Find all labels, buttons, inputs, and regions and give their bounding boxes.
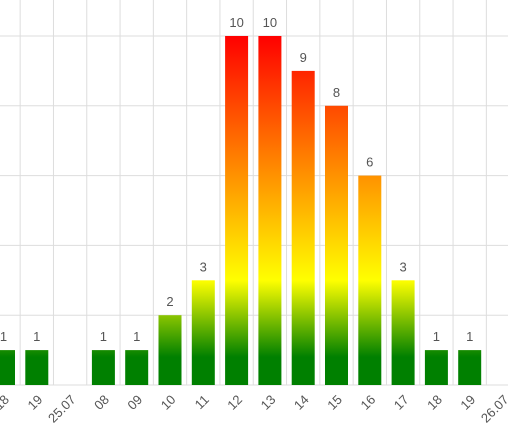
x-tick-label: 13 <box>258 392 279 413</box>
bar <box>0 350 15 385</box>
data-label: 3 <box>200 259 207 274</box>
x-tick-label: 08 <box>91 392 112 413</box>
x-tick-label: 12 <box>224 392 245 413</box>
bar <box>91 350 115 385</box>
data-label: 1 <box>133 329 140 344</box>
data-label: 1 <box>433 329 440 344</box>
data-label: 9 <box>300 50 307 65</box>
data-label: 2 <box>166 294 173 309</box>
bar <box>424 350 448 385</box>
x-tick-label: 09 <box>124 392 145 413</box>
bar <box>25 350 49 385</box>
x-tick-label: 16 <box>358 392 379 413</box>
data-label: 1 <box>466 329 473 344</box>
x-tick-label: 17 <box>391 392 412 413</box>
bar <box>158 315 182 385</box>
bar <box>225 36 249 385</box>
x-tick-label: 11 <box>192 392 212 412</box>
bar <box>391 280 415 385</box>
bar <box>458 350 482 385</box>
data-label: 1 <box>33 329 40 344</box>
x-tick-label: 19 <box>25 392 46 413</box>
bar <box>325 105 348 386</box>
data-label: 3 <box>399 259 406 274</box>
data-label: 8 <box>333 85 340 100</box>
x-tick-label: 26.07 <box>478 392 508 426</box>
bar <box>125 350 149 385</box>
x-tick-label: 18 <box>0 392 12 413</box>
data-label: 1 <box>0 329 7 344</box>
x-tick-label: 10 <box>158 392 179 413</box>
bar <box>258 36 282 385</box>
data-label: 1 <box>100 329 107 344</box>
data-label: 6 <box>366 155 373 170</box>
bar <box>358 175 382 385</box>
x-tick-label: 18 <box>424 392 445 413</box>
x-tick-label: 25.07 <box>45 392 79 426</box>
x-tick-label: 19 <box>457 392 478 413</box>
bar <box>191 280 215 385</box>
x-tick-label: 15 <box>324 392 345 413</box>
x-tick-label: 14 <box>291 392 312 413</box>
data-label: 10 <box>263 15 277 30</box>
bar <box>291 70 315 386</box>
data-label: 10 <box>229 15 243 30</box>
